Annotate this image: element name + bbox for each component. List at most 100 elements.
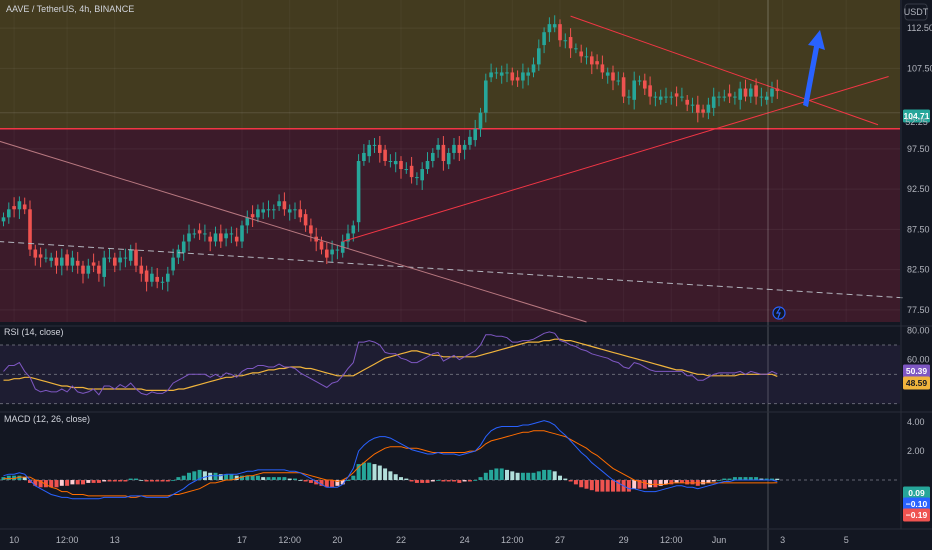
candle[interactable] [643,73,647,95]
candle[interactable] [128,244,133,266]
candle[interactable] [81,260,85,284]
candle[interactable] [590,51,594,75]
candle[interactable] [134,242,138,273]
candle[interactable] [54,250,59,274]
candle[interactable] [356,154,361,232]
candle[interactable] [770,81,774,104]
candle[interactable] [277,194,281,211]
candle[interactable] [28,200,32,256]
candle[interactable] [743,79,748,102]
candle[interactable] [431,148,435,168]
candle[interactable] [91,253,96,273]
candle[interactable] [229,226,234,244]
candle[interactable] [616,71,621,86]
candle[interactable] [330,240,334,263]
candle[interactable] [462,140,467,160]
candle[interactable] [171,248,175,276]
candle[interactable] [473,119,477,147]
candle[interactable] [754,78,758,105]
ascending-trend-line[interactable] [342,75,889,242]
candle[interactable] [632,71,636,110]
candle[interactable] [65,249,69,271]
candle[interactable] [393,152,398,173]
candle[interactable] [425,152,430,174]
candle[interactable] [256,204,260,223]
candle[interactable] [282,192,287,216]
candle[interactable] [176,244,181,265]
candle[interactable] [266,200,271,218]
descending-trend-line[interactable] [0,140,587,323]
candle[interactable] [97,260,101,282]
candle[interactable] [372,138,377,153]
candle[interactable] [711,87,716,116]
candle[interactable] [621,72,626,104]
candle[interactable] [611,65,615,91]
candle[interactable] [272,204,276,219]
candle[interactable] [441,136,446,171]
candle[interactable] [552,15,557,33]
candle[interactable] [547,17,552,42]
candle[interactable] [542,27,546,54]
candle[interactable] [367,140,371,163]
candle[interactable] [764,91,769,105]
candle[interactable] [325,242,329,265]
candle[interactable] [505,63,509,83]
candle[interactable] [457,136,462,161]
candle[interactable] [203,224,207,242]
currency-button[interactable]: USDT [904,3,929,21]
candle[interactable] [637,75,642,86]
candle[interactable] [155,268,159,289]
candle[interactable] [558,19,562,47]
candle[interactable] [33,244,38,266]
candle[interactable] [526,67,530,86]
candle[interactable] [60,248,64,276]
candle[interactable] [319,236,324,255]
candle[interactable] [706,97,711,120]
candle[interactable] [208,231,212,252]
macd-pane[interactable]: 4.002.00−2.000.09−0.10−0.19 [0,411,932,522]
candle[interactable] [579,44,583,63]
candle[interactable] [346,224,350,248]
candle[interactable] [420,162,424,190]
candle[interactable] [298,200,303,223]
candle[interactable] [717,91,721,107]
candle[interactable] [696,95,700,123]
candle[interactable] [489,63,493,83]
candle[interactable] [160,276,165,290]
candle[interactable] [749,83,753,104]
candle[interactable] [362,144,366,166]
candle[interactable] [192,228,197,239]
triangle-resistance-line[interactable] [570,15,879,126]
candle[interactable] [563,33,568,49]
candle[interactable] [404,162,409,174]
candle[interactable] [293,202,297,219]
candle[interactable] [86,258,91,279]
candle[interactable] [595,54,599,70]
candle[interactable] [600,55,605,79]
candle[interactable] [515,70,520,87]
candle[interactable] [234,227,239,247]
candle[interactable] [484,73,488,123]
candle[interactable] [478,107,483,137]
candle[interactable] [658,89,663,105]
candle[interactable] [240,220,244,248]
dashed-trend-line[interactable] [0,241,905,299]
candle[interactable] [250,205,255,228]
bolt-icon[interactable] [772,306,786,320]
candle[interactable] [17,196,22,219]
candle[interactable] [574,43,578,54]
candle[interactable] [605,67,610,84]
candle[interactable] [537,39,541,71]
candle[interactable] [494,67,499,79]
candle[interactable] [224,228,228,247]
candle[interactable] [309,218,313,242]
candle[interactable] [12,197,16,218]
candle[interactable] [44,248,48,263]
candle[interactable] [303,209,308,232]
candle[interactable] [399,156,403,179]
candle[interactable] [701,104,705,118]
candle[interactable] [568,28,573,58]
candle[interactable] [166,266,170,292]
candle[interactable] [335,244,340,260]
